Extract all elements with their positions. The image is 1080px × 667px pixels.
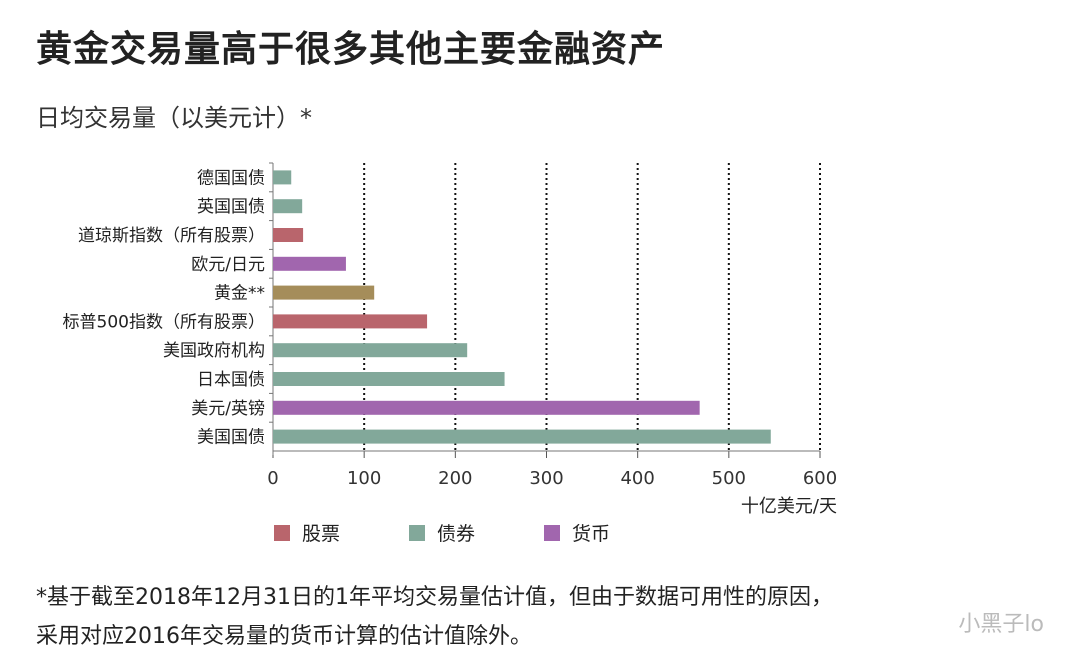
legend-item-bonds: 债券: [409, 519, 544, 546]
x-tick-label: 600: [803, 468, 837, 489]
footnote-line: 采用对应2016年交易量的货币计算的估计值除外。: [36, 624, 532, 649]
chart-subtitle: 日均交易量（以美元计）*: [36, 104, 312, 132]
bar: [273, 400, 700, 415]
legend-item-currency: 货币: [544, 519, 679, 546]
category-label: 英国国债: [197, 197, 265, 217]
category-label: 日本国债: [197, 370, 265, 390]
x-axis-label: 十亿美元/天: [741, 496, 837, 517]
category-label: 美国国债: [197, 428, 265, 448]
x-tick-label: 0: [267, 468, 278, 489]
x-tick-label: 100: [347, 468, 381, 489]
x-tick-label: 300: [529, 468, 563, 489]
legend-swatch: [409, 524, 425, 541]
legend-item-stocks: 股票: [274, 519, 409, 546]
bar: [273, 199, 303, 214]
footnote-line: *基于截至2018年12月31日的1年平均交易量估计值，但由于数据可用性的原因，: [36, 585, 833, 610]
watermark: 小黑子lo: [958, 612, 1044, 637]
category-label: 欧元/日元: [191, 255, 265, 275]
category-label: 美元/英镑: [191, 399, 265, 419]
bar: [273, 314, 428, 329]
chart-title: 黄金交易量高于很多其他主要金融资产: [36, 29, 666, 70]
category-label: 道琼斯指数（所有股票）: [78, 226, 265, 246]
category-label: 标普500指数（所有股票）: [63, 312, 265, 332]
legend-label: 货币: [572, 523, 611, 545]
legend-swatch: [544, 524, 560, 541]
legend-label: 股票: [302, 523, 341, 545]
category-label: 黄金**: [214, 284, 265, 304]
bar: [273, 343, 468, 358]
legend: 股票 债券 货币: [274, 519, 679, 546]
x-tick-label: 500: [712, 468, 746, 489]
bar: [273, 285, 375, 300]
bar: [273, 170, 292, 185]
footnote: *基于截至2018年12月31日的1年平均交易量估计值，但由于数据可用性的原因，…: [36, 578, 833, 656]
bar: [273, 228, 304, 242]
legend-swatch: [274, 524, 290, 541]
x-tick-label: 400: [620, 468, 654, 489]
category-label: 德国国债: [197, 168, 265, 188]
bar: [273, 372, 505, 386]
bar: [273, 256, 346, 271]
bar: [273, 429, 771, 444]
category-label: 美国政府机构: [163, 341, 265, 361]
legend-label: 债券: [437, 523, 476, 545]
x-tick-label: 200: [438, 468, 472, 489]
